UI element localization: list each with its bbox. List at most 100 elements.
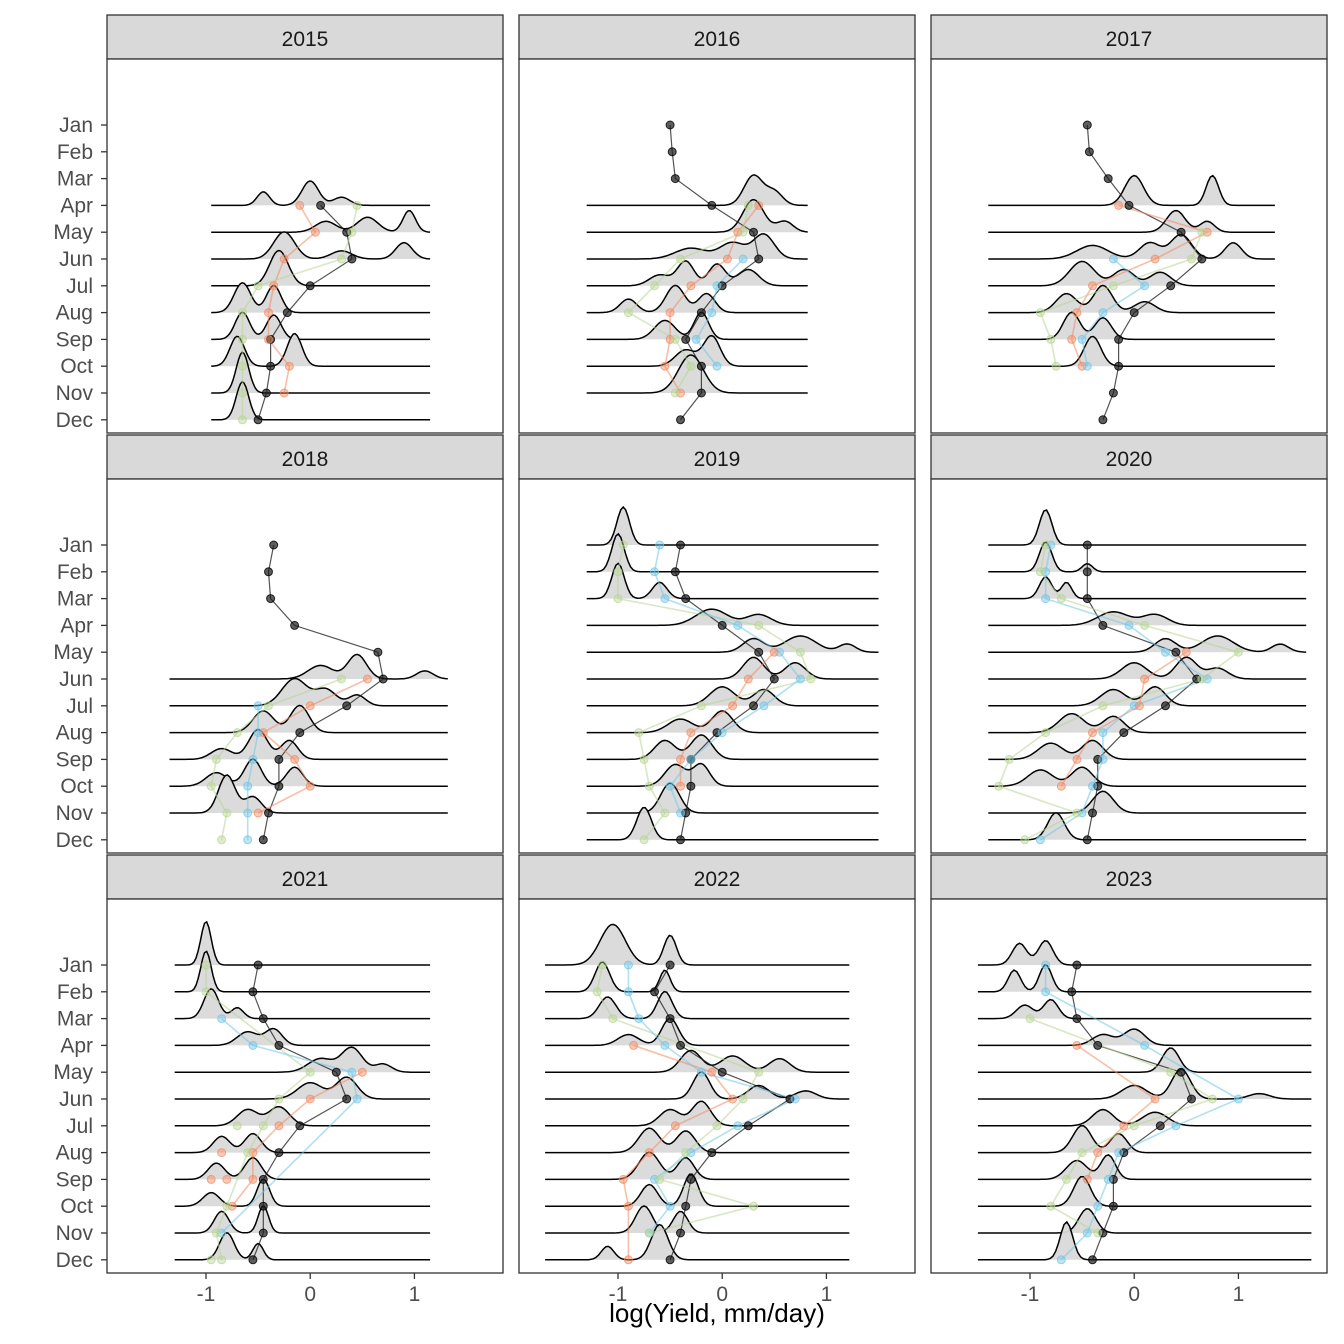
facet-strip	[518, 14, 916, 60]
data-point	[639, 754, 649, 764]
data-point	[1072, 754, 1082, 764]
data-point	[670, 1121, 680, 1131]
ridge-fill-apr	[174, 1028, 431, 1046]
ridge-fill-apr	[586, 174, 808, 206]
data-point	[1187, 1094, 1196, 1104]
x-axes: -1 0 1 -1 0 1 -1 0 1	[197, 1273, 1244, 1306]
data-point	[717, 620, 727, 630]
data-point	[1098, 308, 1108, 318]
facet-panel	[518, 478, 916, 854]
data-point	[1140, 674, 1150, 684]
x-tick-label: 1	[409, 1283, 421, 1306]
ridge-line-oct	[586, 334, 808, 367]
data-point	[676, 540, 685, 550]
data-point	[749, 227, 758, 237]
data-point	[712, 361, 722, 371]
data-point	[759, 701, 769, 711]
data-point	[1077, 1148, 1087, 1158]
facet-panel	[106, 58, 504, 434]
y-tick-label-nov: Nov	[56, 382, 94, 405]
data-point	[347, 254, 357, 264]
data-point	[743, 1121, 753, 1131]
ridge-line-may	[586, 198, 808, 233]
data-point	[743, 200, 753, 210]
data-point	[623, 987, 633, 997]
data-point	[681, 1148, 691, 1158]
series-line-3	[1081, 258, 1146, 367]
data-point	[728, 1094, 738, 1104]
ridge-line-jul	[988, 260, 1275, 287]
data-point	[665, 308, 675, 318]
data-point	[686, 281, 696, 291]
ridge-line-jun	[977, 1068, 1312, 1100]
y-axis-row-1: Jan Feb Mar Apr May Jun Jul Aug Sep Oct Nov Dec	[53, 114, 107, 432]
data-point	[1140, 1040, 1150, 1050]
data-point	[243, 808, 253, 818]
data-point	[243, 835, 253, 845]
ridge-fill-dec	[988, 812, 1307, 840]
ridge-line-sep	[988, 311, 1275, 341]
data-point	[1108, 388, 1118, 398]
data-point	[665, 960, 675, 970]
data-point	[623, 308, 633, 318]
y-tick-label-jun: Jun	[59, 668, 93, 691]
ridge-line-jun	[988, 656, 1307, 680]
data-point	[676, 754, 685, 764]
y-tick-label-jan: Jan	[59, 114, 93, 137]
data-point	[1041, 728, 1051, 738]
ridge-fill-jan	[545, 924, 850, 965]
ridge-fill-mar	[988, 577, 1307, 599]
ridge-fill-feb	[174, 951, 431, 992]
data-point	[1114, 361, 1124, 371]
series-line-0	[1071, 964, 1193, 1261]
ridge-line-nov	[586, 782, 879, 814]
ridge-fill-may	[586, 635, 879, 653]
ridge-fill-jan	[977, 940, 1312, 965]
ridge-line-jul	[586, 260, 808, 287]
ridge-line-mar	[988, 576, 1307, 600]
facet-strip-label: 2022	[694, 868, 741, 891]
ridge-fill-feb	[977, 965, 1312, 992]
ridge-line-jun	[169, 653, 448, 680]
ridge-line-nov	[977, 1208, 1312, 1234]
data-point	[238, 308, 247, 318]
data-point	[1093, 1148, 1103, 1158]
data-point	[274, 1094, 284, 1104]
ridge-line-aug	[586, 284, 808, 314]
data-point	[691, 334, 701, 344]
data-point	[717, 728, 727, 738]
ridge-line-apr	[545, 1017, 850, 1047]
ridge-fill-dec	[977, 1221, 1312, 1260]
data-point	[1187, 254, 1196, 264]
ridge-line-apr	[988, 611, 1307, 627]
y-tick-label-apr: Apr	[60, 1034, 93, 1057]
ridge-fill-sep	[211, 312, 431, 340]
facet-strip-label: 2021	[282, 868, 329, 891]
data-point	[665, 1255, 675, 1265]
data-point	[1035, 567, 1045, 577]
data-point	[238, 361, 247, 371]
data-point	[1098, 701, 1108, 711]
data-point	[749, 701, 758, 711]
data-point	[1155, 1121, 1165, 1131]
data-point	[676, 781, 685, 791]
y-tick-label-aug: Aug	[56, 722, 93, 745]
data-point	[305, 781, 315, 791]
series-line-3	[695, 258, 744, 367]
y-tick-label-jun: Jun	[59, 1088, 93, 1111]
data-point	[754, 254, 764, 264]
data-point	[1098, 754, 1108, 764]
data-point	[1093, 1228, 1103, 1238]
ridge-fill-jul	[174, 1106, 431, 1126]
ridge-fill-feb	[545, 962, 850, 992]
data-point	[1041, 960, 1051, 970]
data-point	[754, 647, 764, 657]
data-point	[655, 540, 665, 550]
facet-2017: 2017	[930, 14, 1328, 434]
ridge-fill-jul	[586, 260, 808, 286]
ridge-fill-jan	[174, 921, 431, 965]
data-point	[686, 754, 696, 764]
data-point	[681, 334, 691, 344]
ridge-fill-jul	[545, 1101, 850, 1126]
data-point	[670, 334, 680, 344]
